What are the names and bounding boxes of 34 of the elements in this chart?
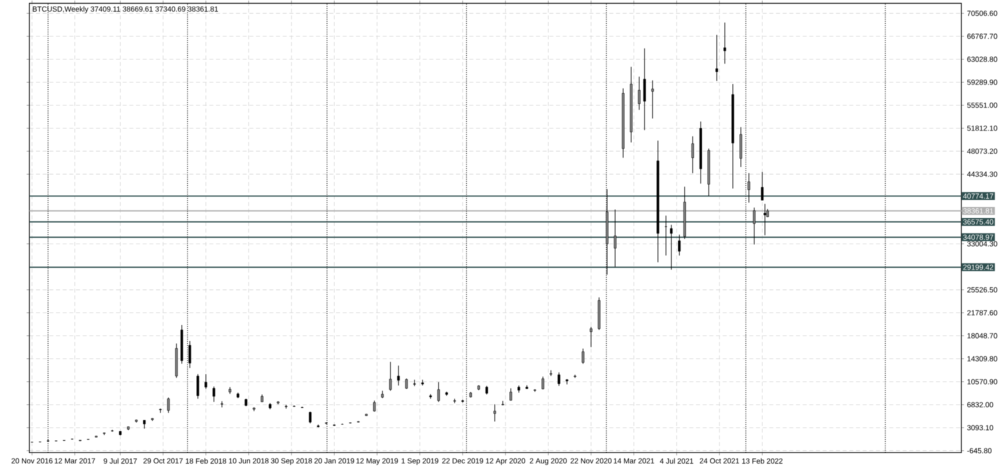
candlestick bbox=[566, 378, 568, 385]
candlestick bbox=[716, 34, 718, 82]
candlestick bbox=[308, 411, 312, 424]
candlestick bbox=[542, 376, 544, 390]
candlestick bbox=[670, 224, 673, 270]
candlestick bbox=[643, 48, 646, 130]
candlestick bbox=[651, 80, 654, 119]
candlestick bbox=[389, 362, 392, 392]
candlestick bbox=[397, 365, 400, 386]
candlestick bbox=[691, 136, 694, 174]
candlestick bbox=[510, 388, 512, 401]
candlestick bbox=[421, 379, 424, 386]
candlestick bbox=[764, 204, 766, 236]
candlestick bbox=[590, 326, 592, 348]
candlestick bbox=[204, 374, 208, 390]
candlestick bbox=[752, 207, 756, 245]
candlestick bbox=[582, 348, 584, 364]
candlestick bbox=[405, 378, 408, 390]
candlestick bbox=[437, 382, 440, 402]
candlestick bbox=[760, 172, 764, 201]
candlestick bbox=[550, 370, 552, 376]
candlestick bbox=[167, 397, 170, 414]
candlestick bbox=[493, 404, 496, 422]
candlestick bbox=[220, 400, 224, 408]
candlestick bbox=[429, 394, 432, 400]
candlestick bbox=[740, 126, 742, 168]
candlestick bbox=[413, 379, 416, 387]
candlestick bbox=[614, 209, 616, 268]
candlestick bbox=[724, 22, 726, 64]
candlestick bbox=[196, 374, 200, 400]
candlestick bbox=[638, 76, 640, 110]
candlestick bbox=[678, 234, 681, 256]
candlestick bbox=[212, 386, 216, 402]
candlestick bbox=[558, 372, 560, 386]
